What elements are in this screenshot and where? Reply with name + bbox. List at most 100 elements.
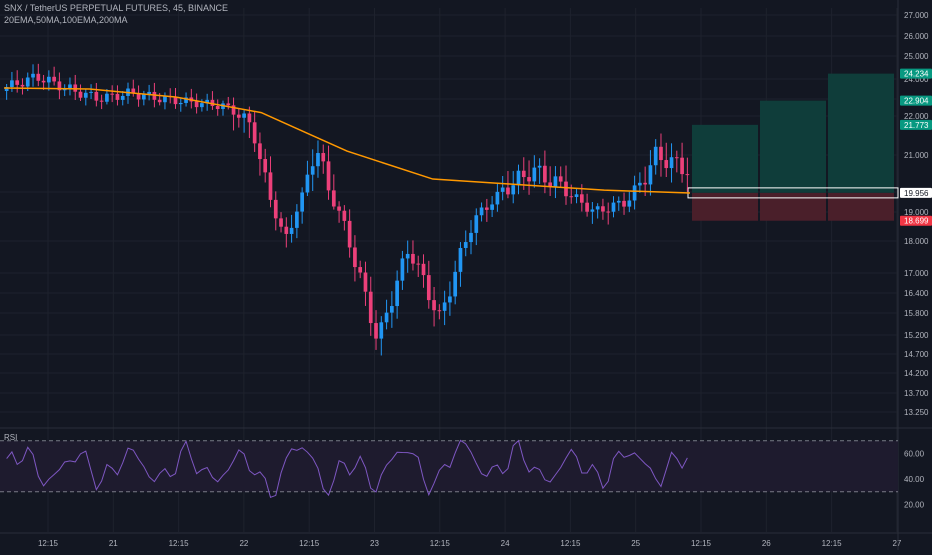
candle-body — [574, 194, 579, 197]
price-tag — [900, 215, 932, 226]
loss-zone — [760, 192, 826, 221]
time-axis-label: 25 — [631, 539, 640, 548]
candle-body — [31, 73, 35, 78]
candle-body — [236, 114, 241, 118]
candle-body — [474, 215, 479, 233]
candle-body — [643, 182, 647, 185]
candle-body — [585, 202, 589, 212]
price-tag — [900, 187, 932, 198]
candle-body — [226, 103, 231, 106]
symbol-title: SNX / TetherUS PERPETUAL FUTURES, 45, BI… — [4, 3, 229, 13]
candle-body — [52, 76, 56, 82]
candle-body — [263, 159, 268, 173]
candle-body — [368, 291, 373, 324]
candle-body — [247, 113, 252, 123]
candle-body — [20, 84, 25, 87]
candle-body — [521, 170, 526, 178]
candle-body — [648, 165, 653, 185]
candle-body — [89, 91, 93, 93]
time-axis-label: 23 — [370, 539, 379, 548]
candle-body — [194, 101, 199, 108]
price-axis-label: 16.400 — [904, 289, 929, 298]
candle-body — [601, 206, 605, 212]
candle-body — [10, 80, 14, 87]
rsi-axis-label: 60.00 — [904, 450, 925, 459]
ma-line — [3, 87, 691, 194]
candle-body — [400, 258, 405, 281]
price-axis-label: 14.200 — [904, 369, 929, 378]
candle-body — [548, 182, 553, 188]
candle-body — [495, 191, 500, 205]
candle-body — [4, 87, 9, 91]
candle-body — [57, 81, 62, 91]
price-axis-label: 13.250 — [904, 408, 929, 417]
candle-body — [516, 170, 521, 186]
candle-body — [432, 300, 436, 311]
time-axis-label: 12:15 — [822, 539, 843, 548]
candle-body — [405, 253, 410, 259]
candle-body — [115, 93, 120, 100]
candle-body — [374, 323, 378, 339]
candle-body — [395, 280, 399, 307]
time-axis-label: 24 — [501, 539, 510, 548]
candle-body — [47, 76, 51, 83]
candle-body — [511, 185, 516, 195]
candle-body — [463, 242, 468, 248]
candle-body — [141, 94, 146, 100]
candle-body — [669, 157, 674, 169]
candle-body — [331, 190, 336, 207]
candle-body — [300, 192, 304, 212]
time-axis-label: 12:15 — [691, 539, 712, 548]
candle-body — [242, 113, 246, 118]
price-axis-label: 25.000 — [904, 52, 929, 61]
candle-body — [15, 80, 20, 85]
candle-body — [279, 218, 283, 227]
price-tag — [900, 68, 932, 79]
candle-body — [347, 220, 352, 248]
candle-body — [252, 122, 257, 144]
candle-body — [674, 157, 679, 159]
candle-body — [390, 306, 394, 313]
candle-body — [136, 93, 141, 100]
candle-body — [484, 207, 489, 210]
candle-body — [353, 247, 357, 268]
rsi-band — [0, 440, 898, 492]
price-tag-value: 22.904 — [904, 97, 929, 106]
candle-body — [363, 272, 368, 292]
candle-body — [426, 275, 431, 301]
price-tag — [900, 95, 932, 106]
candle-body — [653, 146, 658, 166]
candle-body — [564, 181, 568, 197]
candle-body — [458, 247, 463, 272]
price-axis-label: 13.700 — [904, 389, 929, 398]
candle-body — [68, 84, 72, 89]
candle-body — [295, 211, 299, 228]
time-axis-label: 21 — [109, 539, 118, 548]
candle-body — [411, 253, 415, 264]
candle-body — [157, 99, 162, 103]
time-axis-label: 26 — [762, 539, 771, 548]
candle-body — [131, 88, 136, 94]
candle-body — [110, 93, 115, 95]
candle-body — [99, 100, 104, 102]
candle-body — [448, 296, 452, 303]
candle-body — [527, 177, 531, 182]
candle-body — [638, 182, 642, 186]
candle-body — [490, 204, 494, 210]
candle-body — [500, 187, 505, 192]
price-tag-value: 18.699 — [904, 217, 929, 226]
time-axis-label: 22 — [239, 539, 248, 548]
candle-body — [273, 199, 278, 219]
candle-body — [337, 206, 341, 211]
time-axis-label: 12:15 — [560, 539, 581, 548]
price-tag — [900, 119, 932, 130]
rsi-axis-label: 20.00 — [904, 501, 925, 510]
profit-zone — [692, 124, 758, 193]
price-axis-label: 26.000 — [904, 32, 929, 41]
candle-body — [453, 271, 458, 297]
candle-body — [532, 167, 537, 182]
candle-body — [543, 165, 547, 183]
candle-body — [632, 185, 637, 201]
